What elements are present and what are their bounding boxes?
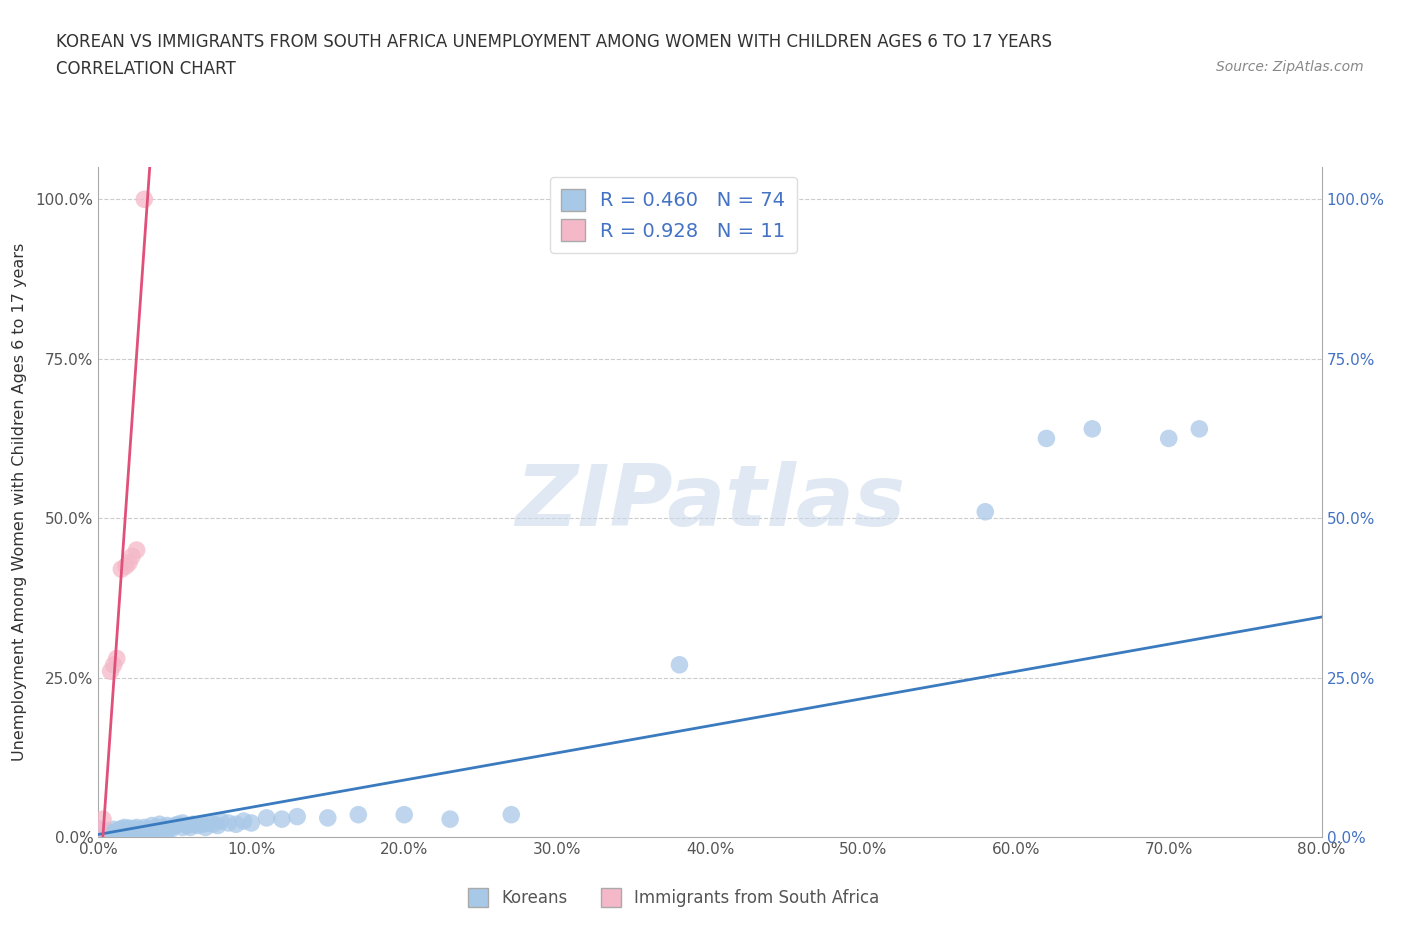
Point: [240, 816, 263, 830]
Point: [110, 821, 132, 836]
Point: [115, 559, 138, 574]
Point: [160, 821, 183, 836]
Point: [1157, 431, 1180, 445]
Point: [439, 812, 461, 827]
Point: [122, 821, 145, 836]
Point: [94, 827, 117, 842]
Point: [191, 817, 214, 831]
Point: [209, 814, 232, 829]
Point: [100, 825, 122, 840]
Point: [270, 812, 292, 827]
Point: [149, 821, 172, 836]
Point: [167, 817, 190, 831]
Point: [110, 827, 132, 842]
Point: [111, 823, 134, 838]
Point: [87, 827, 110, 842]
Point: [125, 820, 148, 835]
Point: [153, 822, 176, 837]
Text: CORRELATION CHART: CORRELATION CHART: [56, 60, 236, 78]
Point: [118, 820, 141, 835]
Point: [207, 818, 229, 833]
Point: [91, 812, 114, 827]
Point: [125, 542, 148, 557]
Point: [115, 825, 138, 840]
Point: [87, 823, 110, 838]
Point: [105, 651, 128, 666]
Point: [176, 818, 198, 833]
Point: [134, 820, 156, 835]
Point: [141, 818, 163, 833]
Point: [152, 820, 174, 835]
Point: [202, 817, 225, 831]
Point: [256, 810, 278, 825]
Text: Source: ZipAtlas.com: Source: ZipAtlas.com: [1216, 60, 1364, 74]
Point: [217, 816, 239, 830]
Point: [668, 658, 690, 672]
Point: [105, 825, 128, 840]
Point: [118, 825, 141, 840]
Point: [103, 827, 125, 842]
Point: [163, 818, 186, 833]
Point: [129, 823, 152, 838]
Point: [501, 807, 523, 822]
Point: [87, 825, 110, 840]
Point: [225, 817, 247, 831]
Point: [125, 825, 148, 840]
Point: [1035, 431, 1057, 445]
Point: [87, 830, 110, 844]
Point: [181, 817, 204, 831]
Point: [156, 818, 179, 833]
Point: [134, 825, 156, 840]
Point: [136, 821, 159, 836]
Point: [156, 823, 179, 838]
Point: [121, 549, 143, 564]
Point: [143, 823, 166, 838]
Y-axis label: Unemployment Among Women with Children Ages 6 to 17 years: Unemployment Among Women with Children A…: [13, 243, 27, 762]
Point: [232, 814, 254, 829]
Point: [103, 822, 125, 837]
Point: [110, 562, 132, 577]
Point: [194, 820, 217, 835]
Point: [197, 816, 219, 830]
Point: [87, 821, 110, 836]
Point: [121, 823, 143, 838]
Point: [107, 823, 129, 838]
Point: [138, 823, 160, 838]
Point: [159, 820, 181, 835]
Point: [117, 822, 139, 837]
Point: [141, 822, 163, 837]
Point: [172, 816, 194, 830]
Point: [187, 818, 209, 833]
Point: [285, 809, 308, 824]
Point: [974, 504, 997, 519]
Point: [118, 555, 141, 570]
Legend: Koreans, Immigrants from South Africa: Koreans, Immigrants from South Africa: [460, 880, 887, 916]
Point: [134, 192, 156, 206]
Point: [1081, 421, 1104, 436]
Point: [1188, 421, 1211, 436]
Point: [347, 807, 370, 822]
Point: [100, 664, 122, 679]
Point: [172, 820, 194, 835]
Text: ZIPatlas: ZIPatlas: [515, 460, 905, 544]
Point: [316, 810, 339, 825]
Point: [149, 817, 172, 831]
Point: [112, 820, 135, 835]
Point: [87, 823, 110, 838]
Point: [103, 658, 125, 672]
Point: [179, 820, 201, 835]
Point: [145, 820, 167, 835]
Text: KOREAN VS IMMIGRANTS FROM SOUTH AFRICA UNEMPLOYMENT AMONG WOMEN WITH CHILDREN AG: KOREAN VS IMMIGRANTS FROM SOUTH AFRICA U…: [56, 33, 1052, 50]
Point: [94, 823, 117, 838]
Point: [392, 807, 416, 822]
Point: [128, 822, 150, 837]
